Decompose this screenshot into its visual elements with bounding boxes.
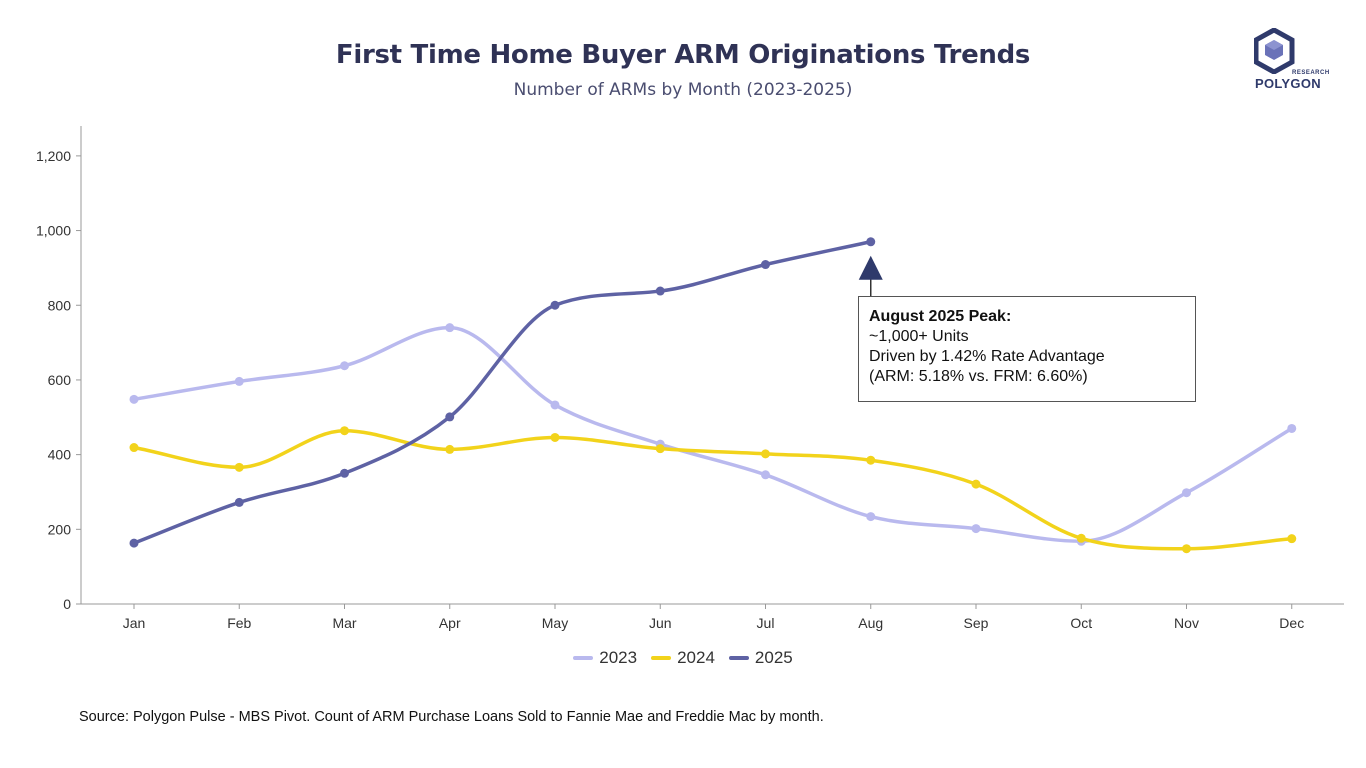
- polygon-logo: RESEARCH POLYGON: [1252, 28, 1332, 98]
- logo-brand-name: POLYGON: [1255, 76, 1321, 91]
- data-point-2024: [445, 444, 455, 454]
- x-tick-label: Jan: [123, 615, 146, 631]
- x-tick-label: Sep: [964, 615, 989, 631]
- y-tick-label: 400: [48, 447, 72, 463]
- annotation-line-2: Driven by 1.42% Rate Advantage: [869, 348, 1105, 365]
- data-point-2024: [655, 444, 665, 454]
- legend-label: 2025: [754, 648, 793, 667]
- data-point-2025: [761, 260, 770, 270]
- legend-item-2025: 2025: [728, 648, 793, 668]
- data-point-2025: [234, 497, 244, 507]
- peak-annotation-box: August 2025 Peak: ~1,000+ Units Driven b…: [858, 296, 1196, 402]
- chart-legend: 2023 2024 2025: [0, 648, 1366, 668]
- data-point-2023: [1182, 488, 1191, 498]
- y-tick-label: 1,200: [36, 148, 71, 164]
- legend-label: 2024: [677, 648, 715, 667]
- source-note: Source: Polygon Pulse - MBS Pivot. Count…: [79, 709, 824, 725]
- annotation-arrow-head: [858, 255, 883, 280]
- data-point-2023: [550, 400, 560, 410]
- data-point-2023: [340, 361, 349, 371]
- data-point-2023: [129, 394, 139, 404]
- data-point-2024: [971, 479, 981, 489]
- legend-item-2023: 2023: [573, 648, 637, 668]
- legend-label: 2023: [599, 648, 638, 667]
- annotation-title: August 2025 Peak:: [869, 308, 1012, 325]
- x-tick-label: Oct: [1070, 615, 1092, 631]
- chart-title: First Time Home Buyer ARM Originations T…: [335, 40, 1031, 70]
- data-point-2024: [550, 432, 560, 442]
- data-point-2023: [761, 470, 770, 480]
- data-point-2024: [866, 455, 876, 465]
- polygon-logo-icon: [1254, 28, 1295, 74]
- y-tick-label: 200: [48, 521, 72, 537]
- data-point-2024: [129, 443, 139, 453]
- x-tick-label: Feb: [227, 615, 251, 631]
- annotation-line-3: (ARM: 5.18% vs. FRM: 6.60%): [869, 368, 1088, 385]
- data-point-2025: [445, 412, 455, 422]
- data-point-2024: [1182, 544, 1191, 554]
- data-point-2024: [1076, 533, 1086, 543]
- legend-swatch: [728, 656, 749, 660]
- data-point-2024: [761, 449, 770, 459]
- y-tick-label: 1,000: [36, 223, 71, 239]
- data-point-2024: [340, 426, 349, 436]
- data-point-2023: [234, 376, 244, 386]
- y-tick-label: 600: [48, 372, 72, 388]
- x-tick-label: Aug: [858, 615, 883, 631]
- x-tick-label: Jul: [757, 615, 775, 631]
- data-point-2025: [655, 286, 665, 296]
- x-tick-label: Mar: [332, 615, 356, 631]
- data-point-2025: [340, 468, 349, 478]
- data-point-2023: [445, 323, 455, 333]
- data-point-2025: [550, 300, 560, 310]
- x-tick-label: Nov: [1174, 615, 1199, 631]
- data-point-2023: [971, 524, 981, 534]
- y-tick-label: 800: [48, 297, 72, 313]
- y-tick-label: 0: [63, 596, 71, 612]
- data-point-2025: [129, 538, 139, 548]
- data-point-2023: [1287, 423, 1297, 433]
- legend-swatch: [651, 656, 672, 660]
- x-tick-label: Jun: [649, 615, 672, 631]
- data-point-2024: [1287, 534, 1297, 544]
- data-point-2023: [866, 512, 876, 522]
- data-point-2025: [866, 237, 876, 247]
- series-line-2025: [132, 240, 873, 545]
- series-line-2024: [132, 428, 1294, 551]
- data-point-2024: [234, 462, 244, 472]
- x-tick-label: May: [542, 615, 568, 631]
- x-tick-label: Apr: [439, 615, 461, 631]
- chart-subtitle: Number of ARMs by Month (2023-2025): [513, 80, 853, 100]
- series-line-2023: [132, 325, 1294, 544]
- legend-item-2024: 2024: [651, 648, 715, 668]
- annotation-line-1: ~1,000+ Units: [869, 328, 969, 345]
- legend-swatch: [573, 656, 594, 660]
- x-tick-label: Dec: [1279, 615, 1304, 631]
- logo-research-label: RESEARCH: [1292, 70, 1330, 76]
